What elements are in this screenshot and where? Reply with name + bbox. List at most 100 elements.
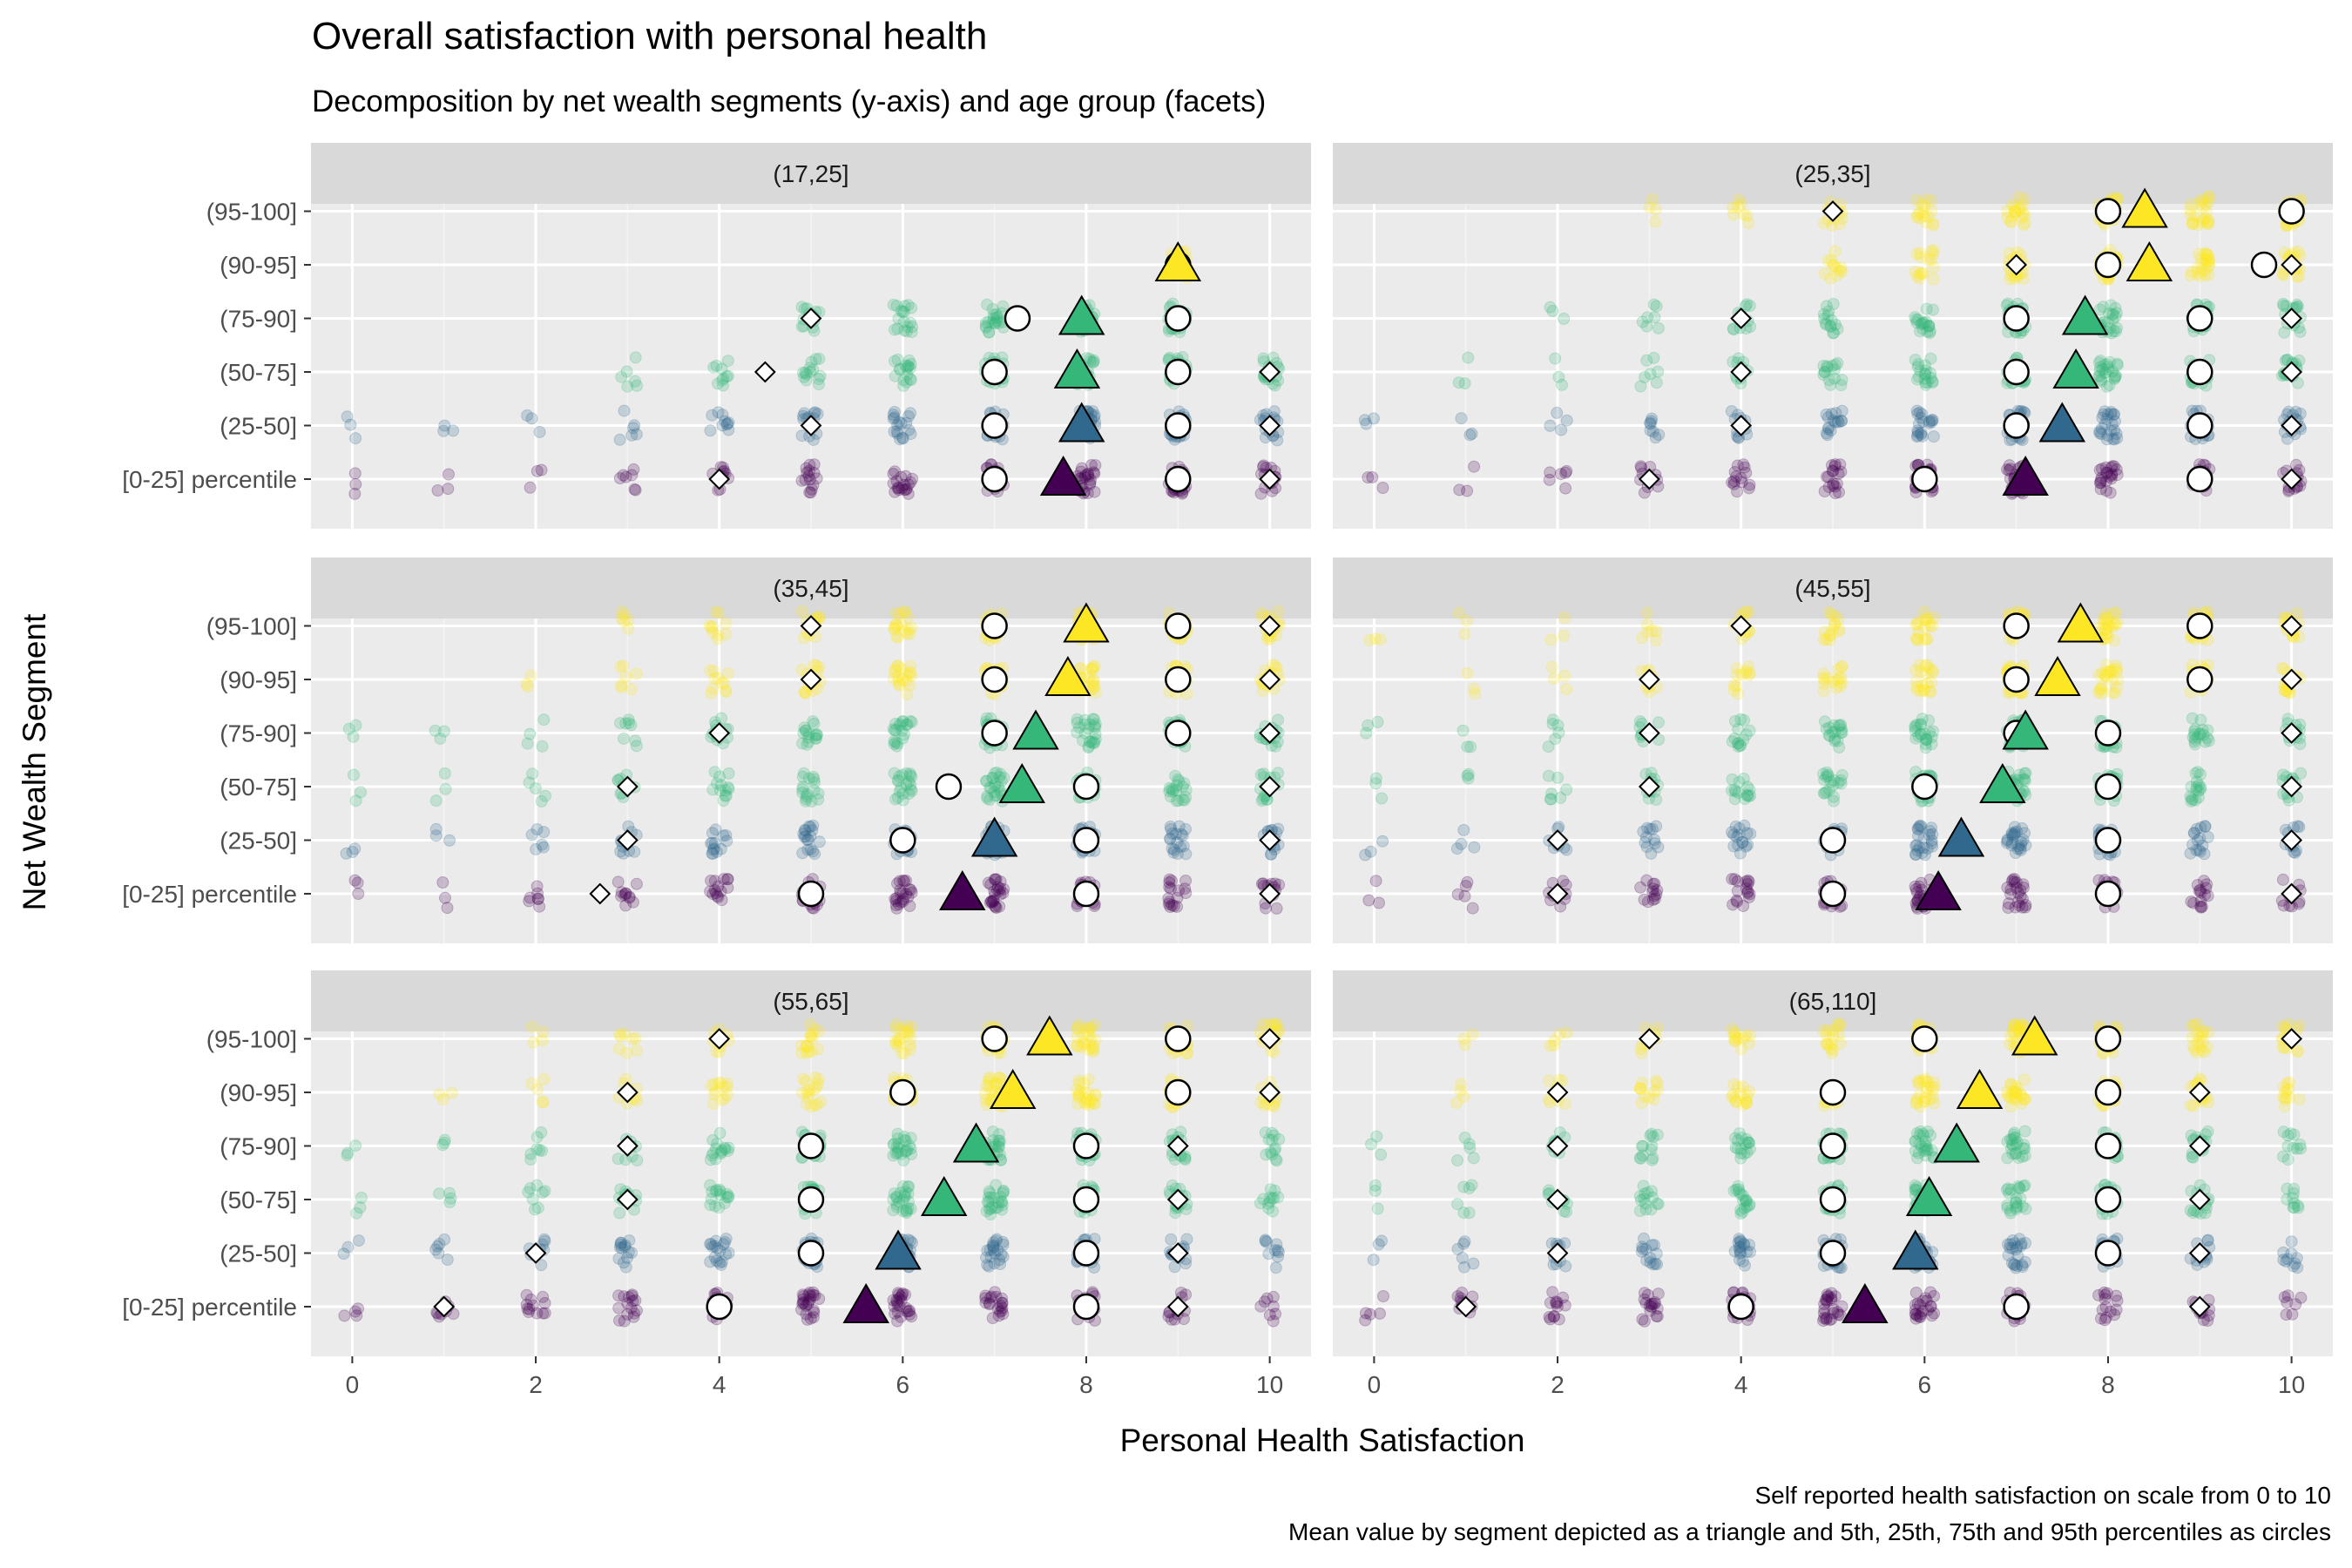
jitter-point [627,463,640,476]
jitter-point [529,782,542,794]
jitter-point [1734,739,1747,752]
jitter-point [891,427,904,440]
jitter-point [1257,460,1269,473]
jitter-point [619,470,632,483]
jitter-point [887,299,900,311]
jitter-point [1267,405,1281,418]
jitter-point [813,378,825,391]
x-tick-label: 0 [346,1371,360,1398]
jitter-point [617,615,630,627]
jitter-point [1744,828,1757,841]
jitter-point [1271,434,1284,447]
jitter-point [1268,1184,1281,1197]
jitter-point [896,482,909,495]
jitter-point [1451,1154,1463,1167]
y-tick-label: (90-95] [220,666,297,693]
jitter-point [531,880,544,893]
jitter-point [1544,793,1558,806]
jitter-point [706,1240,719,1253]
jitter-point [888,767,901,780]
jitter-point [441,902,454,915]
jitter-point [900,767,913,780]
jitter-point [1377,1290,1389,1302]
chart-title: Overall satisfaction with personal healt… [312,15,987,57]
jitter-point [1542,769,1555,782]
jitter-point [1374,633,1387,646]
jitter-point [1634,1152,1647,1165]
y-tick-label: (75-90] [220,720,297,747]
facet-strip-label: (25,35] [1794,160,1870,187]
jitter-point [706,836,719,849]
jitter-point [717,372,730,385]
jitter-point [630,740,643,753]
jitter-point [1468,460,1481,473]
jitter-point [2019,901,2031,914]
jitter-point [1821,1295,1834,1308]
jitter-point [615,370,628,383]
jitter-point [1366,470,1379,483]
jitter-point [1646,412,1659,425]
jitter-point [994,1190,1007,1203]
jitter-point [898,300,911,313]
jitter-point [1176,794,1189,807]
jitter-point [1827,479,1840,492]
jitter-point [888,734,901,747]
jitter-point [349,719,362,732]
jitter-point [1360,417,1373,430]
jitter-point [1923,415,1936,428]
jitter-point [989,316,1002,329]
jitter-point [892,671,905,683]
jitter-point [1650,888,1663,901]
jitter-point [1727,840,1740,853]
jitter-point [1369,777,1382,790]
jitter-point [447,424,460,437]
jitter-point [1637,1179,1650,1193]
jitter-point [1638,1193,1651,1206]
jitter-point [1461,740,1474,754]
jitter-point [2277,768,2289,781]
jitter-point [537,1072,551,1085]
jitter-point [1087,354,1100,367]
jitter-point [627,422,639,435]
jitter-point [988,873,1001,886]
jitter-point [896,305,909,318]
jitter-point [2092,1288,2105,1301]
jitter-point [890,300,903,313]
jitter-point [990,1078,1003,1092]
jitter-point [2107,325,2120,338]
jitter-point [905,715,918,728]
jitter-point [900,483,913,497]
jitter-point [889,485,902,498]
jitter-point [1646,877,1659,890]
jitter-point [894,363,907,376]
jitter-point [720,418,733,431]
jitter-point [1546,713,1559,727]
jitter-point [2013,1233,2026,1246]
jitter-point [717,379,730,392]
jitter-point [1084,478,1097,491]
jitter-point [618,732,630,745]
y-tick-label: [0-25] percentile [122,881,297,908]
jitter-point [892,312,905,325]
jitter-point [1740,466,1753,479]
jitter-point [349,432,362,445]
jitter-point [617,469,630,482]
jitter-point [1740,882,1753,895]
jitter-point [1559,466,1572,479]
jitter-point [890,1200,903,1213]
jitter-point [631,1044,643,1057]
jitter-point [1376,482,1389,494]
jitter-point [1922,320,1935,333]
percentile-marker [1072,1240,1100,1267]
jitter-point [987,312,1000,325]
jitter-point [438,1136,451,1149]
jitter-point [1640,320,1653,333]
jitter-point [895,470,908,483]
jitter-point [531,1131,544,1144]
jitter-point [1732,1183,1745,1196]
jitter-point [340,847,353,860]
jitter-point [1163,873,1176,886]
jitter-point [1548,672,1560,685]
jitter-point [2105,674,2119,686]
jitter-point [1080,1021,1093,1034]
